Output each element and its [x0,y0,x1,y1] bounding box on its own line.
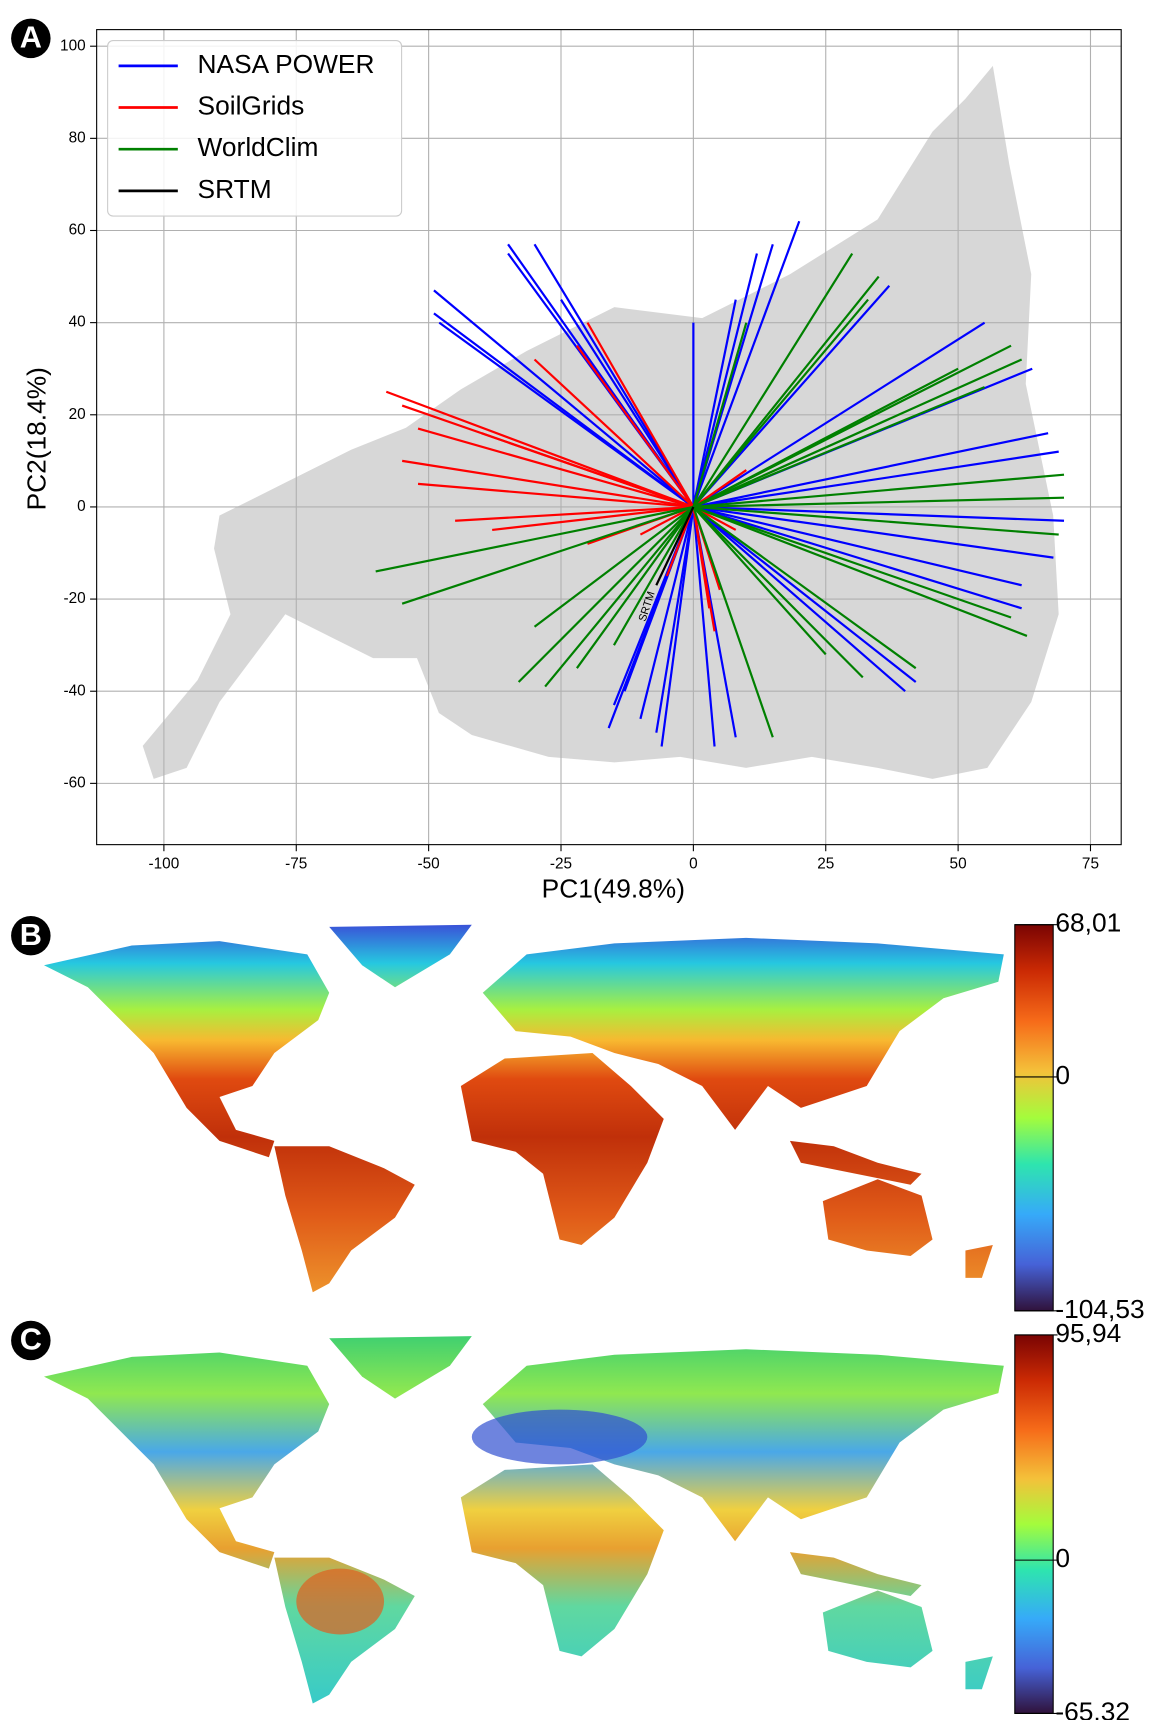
legend-label: WorldClim [198,132,319,162]
panel-label: C [20,1322,42,1357]
x-tick-label: 50 [950,855,967,872]
panel-label: B [20,917,42,952]
map-b [44,925,1004,1292]
x-tick-label: 0 [689,855,698,872]
colorbar [1015,925,1053,1311]
x-tick-label: -25 [550,855,572,872]
y-tick-label: -60 [63,774,85,791]
map-c-region [296,1569,384,1635]
map-c-region [472,1410,648,1465]
y-tick-label: 60 [69,222,86,239]
y-tick-label: 80 [69,129,86,146]
legend-label: SRTM [198,174,272,204]
y-tick-label: 20 [69,406,86,423]
y-tick-label: -40 [63,682,85,699]
y-tick-label: 40 [69,314,86,331]
panel-label: A [20,20,42,55]
y-axis-label: PC2(18.4%) [21,367,51,510]
map-c [44,1336,1004,1703]
x-axis-label: PC1(49.8%) [542,874,685,904]
x-tick-label: 75 [1082,855,1099,872]
colorbar-label: 68,01 [1055,908,1121,938]
colorbar-label: -65,32 [1055,1696,1130,1720]
colorbar-label: 0 [1055,1543,1070,1573]
x-tick-label: 25 [817,855,834,872]
legend-label: SoilGrids [198,90,305,120]
x-tick-label: -75 [285,855,307,872]
colorbar [1015,1335,1053,1713]
x-tick-label: -100 [149,855,180,872]
y-tick-label: 0 [77,498,86,515]
y-tick-label: -20 [63,590,85,607]
colorbar-label: 0 [1055,1060,1070,1090]
figure: -100 -75 -50 -25 0 25 50 75 -60 -40 -20 0 20 40 60 80 10… [0,0,1163,1720]
legend-label: NASA POWER [198,49,375,79]
y-tick-label: 100 [60,37,86,54]
x-tick-label: -50 [418,855,440,872]
colorbar-label: 95,94 [1055,1318,1121,1348]
